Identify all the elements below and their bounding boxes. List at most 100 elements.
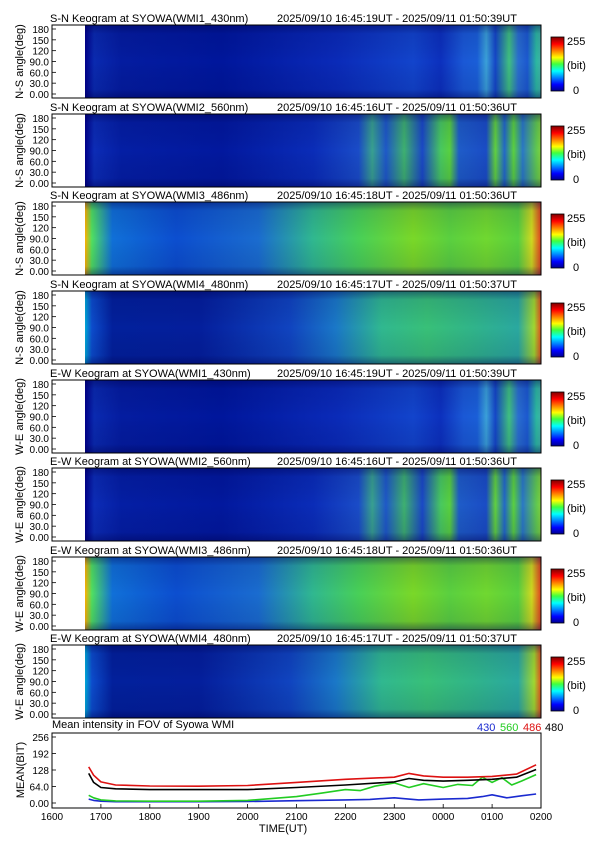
- colorbar-gradient: [550, 36, 565, 92]
- series-line-560: [88, 773, 537, 803]
- keogram-gap: [52, 557, 85, 630]
- keogram-gap: [52, 114, 85, 187]
- ytick-label: 60.0: [30, 334, 50, 345]
- colorbar: 255 (bit) 0: [550, 125, 586, 186]
- panel-ylabel: W-E angle(deg): [14, 555, 26, 632]
- panel-ylabel: N-S angle(deg): [14, 290, 26, 365]
- series-line-486: [88, 764, 537, 788]
- legend-480: 480: [545, 722, 563, 734]
- ytick-label: 180: [32, 291, 49, 302]
- colorbar-min: 0: [573, 705, 579, 717]
- ytick-label: 30.0: [30, 699, 50, 710]
- ytick-label: 0.00: [30, 445, 50, 456]
- legend: 430 560 486 480: [477, 722, 563, 734]
- ytick-label: 120: [32, 136, 49, 147]
- colorbar-min: 0: [573, 528, 579, 540]
- colorbar-unit: (bit): [567, 503, 586, 515]
- lp-ytick-label: 0.00: [30, 799, 50, 810]
- colorbar: 255 (bit) 0: [550, 568, 586, 629]
- ytick-label: 30.0: [30, 256, 50, 267]
- colorbar-min: 0: [573, 262, 579, 274]
- colorbar: 255 (bit) 0: [550, 213, 586, 274]
- ytick-label: 150: [32, 125, 49, 136]
- ytick-label: 90.0: [30, 324, 50, 335]
- ytick-label: 90.0: [30, 413, 50, 424]
- lp-xtick-label: 1800: [139, 812, 162, 823]
- ytick-label: 120: [32, 313, 49, 324]
- keogram-shading: [85, 557, 541, 630]
- ytick-label: 180: [32, 114, 49, 125]
- colorbar-unit: (bit): [567, 326, 586, 338]
- ytick-label: 60.0: [30, 688, 50, 699]
- ytick-label: 90.0: [30, 678, 50, 689]
- panel-ylabel: N-S angle(deg): [14, 201, 26, 276]
- legend-560: 560: [500, 722, 518, 734]
- colorbar-max: 255: [567, 302, 585, 314]
- panel-timerange: 2025/09/10 16:45:17UT - 2025/09/11 01:50…: [277, 279, 517, 291]
- panel-timerange: 2025/09/10 16:45:16UT - 2025/09/11 01:50…: [277, 456, 517, 468]
- ytick-label: 0.00: [30, 710, 50, 721]
- ytick-label: 180: [32, 25, 49, 36]
- colorbar-unit: (bit): [567, 60, 586, 72]
- ytick-label: 150: [32, 36, 49, 47]
- panel-timerange: 2025/09/10 16:45:18UT - 2025/09/11 01:50…: [277, 545, 517, 557]
- ytick-label: 30.0: [30, 168, 50, 179]
- colorbar-min: 0: [573, 174, 579, 186]
- keogram-panel: S-N Keogram at SYOWA(WMI2_560nm) 2025/09/…: [14, 102, 586, 190]
- ytick-label: 30.0: [30, 522, 50, 533]
- lp-xtick-label: 0000: [432, 812, 455, 823]
- keogram-shading: [85, 114, 541, 187]
- lineplot-xlabel: TIME(UT): [259, 823, 307, 835]
- ytick-label: 60.0: [30, 600, 50, 611]
- colorbar-max: 255: [567, 36, 585, 48]
- lp-ytick-label: 192: [32, 750, 49, 761]
- panel-timerange: 2025/09/10 16:45:19UT - 2025/09/11 01:50…: [277, 368, 517, 380]
- mean-intensity-plot: Mean intensity in FOV of Syowa WMI 430 5…: [15, 719, 563, 835]
- ytick-label: 150: [32, 302, 49, 313]
- ytick-label: 120: [32, 47, 49, 58]
- lp-xtick-label: 1900: [188, 812, 211, 823]
- ytick-label: 120: [32, 579, 49, 590]
- panel-ylabel: W-E angle(deg): [14, 378, 26, 455]
- colorbar: 255 (bit) 0: [550, 391, 586, 452]
- keogram-gap: [52, 25, 85, 98]
- ytick-label: 0.00: [30, 90, 50, 101]
- lineplot-ylabel: MEAN(BIT): [15, 742, 27, 798]
- ytick-label: 0.00: [30, 356, 50, 367]
- keogram-panel: S-N Keogram at SYOWA(WMI3_486nm) 2025/09/…: [14, 190, 586, 278]
- panel-title: S-N Keogram at SYOWA(WMI1_430nm): [50, 13, 248, 25]
- panel-title: S-N Keogram at SYOWA(WMI4_480nm): [50, 279, 248, 291]
- colorbar-min: 0: [573, 440, 579, 452]
- colorbar-max: 255: [567, 479, 585, 491]
- colorbar-unit: (bit): [567, 592, 586, 604]
- keogram-panel: S-N Keogram at SYOWA(WMI4_480nm) 2025/09/…: [14, 279, 586, 367]
- colorbar: 255 (bit) 0: [550, 36, 586, 97]
- panel-title: E-W Keogram at SYOWA(WMI3_486nm): [50, 545, 251, 557]
- ytick-label: 30.0: [30, 345, 50, 356]
- ytick-label: 0.00: [30, 622, 50, 633]
- lp-ytick-label: 256: [32, 733, 49, 744]
- ytick-label: 30.0: [30, 79, 50, 90]
- keogram-shading: [85, 202, 541, 275]
- colorbar-gradient: [550, 656, 565, 712]
- ytick-label: 120: [32, 667, 49, 678]
- lp-xtick-label: 1600: [41, 812, 64, 823]
- ytick-label: 0.00: [30, 267, 50, 278]
- panel-title: E-W Keogram at SYOWA(WMI1_430nm): [50, 368, 251, 380]
- series-line-480: [87, 768, 537, 791]
- ytick-label: 0.00: [30, 179, 50, 190]
- keogram-shading: [85, 468, 541, 541]
- keogram-gap: [52, 468, 85, 541]
- panel-ylabel: W-E angle(deg): [14, 466, 26, 543]
- keogram-panel: S-N Keogram at SYOWA(WMI1_430nm) 2025/09/…: [14, 13, 586, 101]
- ytick-label: 150: [32, 479, 49, 490]
- colorbar-gradient: [550, 125, 565, 181]
- panel-timerange: 2025/09/10 16:45:19UT - 2025/09/11 01:50…: [277, 13, 517, 25]
- ytick-label: 120: [32, 224, 49, 235]
- keogram-shading: [85, 380, 541, 453]
- lp-xtick-label: 0100: [481, 812, 504, 823]
- ytick-label: 90.0: [30, 501, 50, 512]
- keogram-shading: [85, 645, 541, 718]
- ytick-label: 60.0: [30, 511, 50, 522]
